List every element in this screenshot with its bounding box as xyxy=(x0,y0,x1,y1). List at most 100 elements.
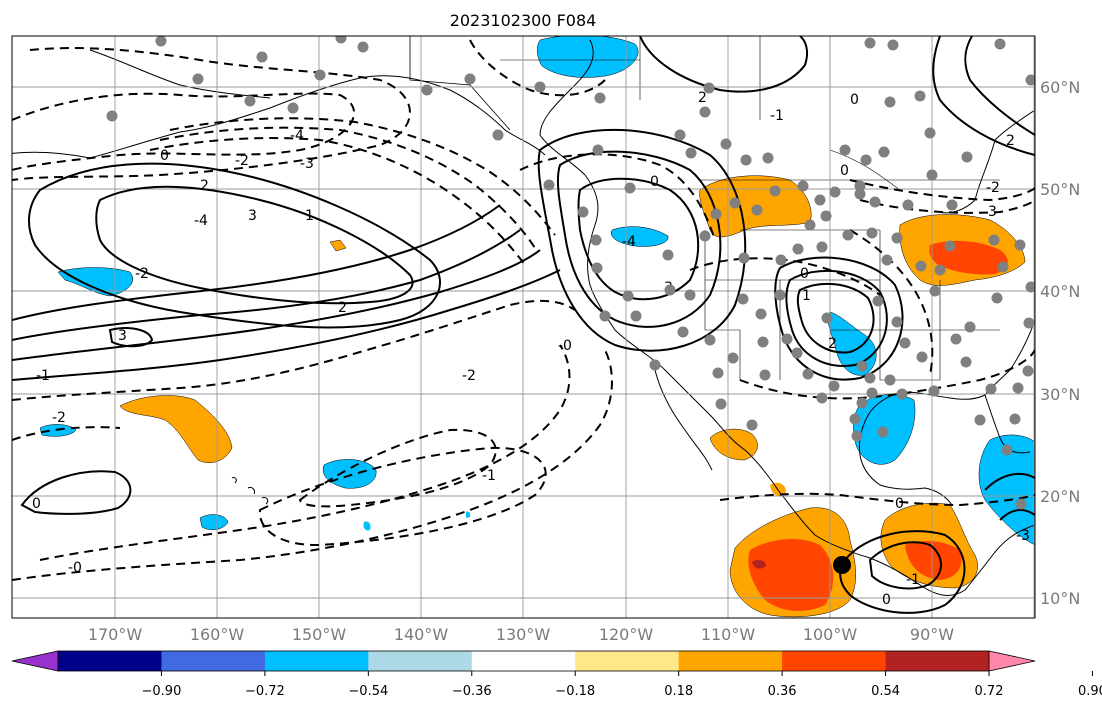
station-marker xyxy=(757,336,769,348)
station-marker xyxy=(828,380,840,392)
contour-pacific-dashed-1 xyxy=(149,137,526,266)
station-marker xyxy=(699,230,711,242)
station-marker xyxy=(851,430,863,442)
station-marker xyxy=(712,367,724,379)
contour-label: 0 xyxy=(882,592,891,608)
shade-orange-mexico xyxy=(709,428,758,461)
map-title: 2023102300 F084 xyxy=(450,11,597,30)
station-marker xyxy=(854,188,866,200)
contour-west-coast-high-3 xyxy=(537,128,747,352)
contour-central-pacific-loop xyxy=(298,428,497,508)
station-marker xyxy=(914,90,926,102)
station-marker xyxy=(816,392,828,404)
contour-canada-north xyxy=(639,36,809,93)
latitude-labels: 60°N 50°N 40°N 30°N 20°N 10°N xyxy=(1040,78,1080,608)
contour-central-america-1 xyxy=(868,541,942,590)
station-marker xyxy=(884,374,896,386)
contour-label: -1 xyxy=(36,368,50,384)
station-marker xyxy=(421,84,433,96)
station-marker xyxy=(864,372,876,384)
station-marker xyxy=(866,387,878,399)
contour-label: 1 xyxy=(802,288,811,304)
map-frame xyxy=(11,35,1036,619)
shade-blue-hawaii-south xyxy=(363,521,371,531)
contour-label: 2 xyxy=(828,336,837,352)
station-marker xyxy=(774,289,786,301)
shade-orange-small xyxy=(329,239,347,252)
lon-label-130w: 130°W xyxy=(496,625,551,644)
contour-caribbean xyxy=(984,472,1035,521)
station-marker xyxy=(738,252,750,264)
station-marker xyxy=(592,144,604,156)
station-marker xyxy=(899,337,911,349)
station-marker xyxy=(314,69,326,81)
contour-mexico-dashed xyxy=(719,492,1035,507)
contour-east-canada xyxy=(964,36,1035,136)
station-marker xyxy=(685,147,697,159)
lat-label-60n: 60°N xyxy=(1040,78,1080,97)
station-marker xyxy=(594,92,606,104)
shade-blue-central-pacific xyxy=(322,459,377,489)
contour-label: 2 xyxy=(698,90,707,106)
station-marker xyxy=(950,333,962,345)
station-marker xyxy=(856,397,868,409)
station-marker xyxy=(155,36,167,47)
station-marker xyxy=(872,295,884,307)
contour-label: -1 xyxy=(770,108,784,124)
colorbar-tick-label: 0.90 xyxy=(1078,684,1102,699)
station-marker xyxy=(775,254,787,266)
station-marker xyxy=(869,196,881,208)
contour-texas-1 xyxy=(796,282,875,354)
station-marker xyxy=(534,81,546,93)
coastline-north-america-pacific xyxy=(539,39,1035,596)
station-marker xyxy=(864,37,876,49)
map-area: -4 -3 -2 2 0 1 -4 3 2 -2 3 -1 -0 -2 0 -1… xyxy=(12,36,1035,618)
positive-contours xyxy=(12,36,1035,614)
station-marker xyxy=(674,129,686,141)
contour-label: -2 xyxy=(135,266,149,282)
station-marker xyxy=(891,232,903,244)
station-marker xyxy=(684,289,696,301)
shade-blue-hawaii-west xyxy=(199,514,229,530)
contour-label: -4 xyxy=(622,234,636,250)
colorbar-segment xyxy=(161,651,266,671)
station-marker xyxy=(746,419,758,431)
station-marker xyxy=(924,127,936,139)
station-marker xyxy=(961,151,973,163)
contour-label: -0 xyxy=(558,338,572,354)
station-marker xyxy=(677,326,689,338)
station-marker xyxy=(106,110,118,122)
station-marker xyxy=(994,38,1006,50)
lon-label-160w: 160°W xyxy=(190,625,245,644)
contour-label: -3 xyxy=(1016,528,1030,544)
station-marker xyxy=(934,264,946,276)
colorbar-segment xyxy=(471,651,576,671)
lon-label-170w: 170°W xyxy=(88,625,143,644)
station-marker xyxy=(287,102,299,114)
coastline-hawaii xyxy=(231,477,269,505)
colorbar-frame xyxy=(57,650,990,672)
colorbar-segment xyxy=(782,651,887,671)
station-marker xyxy=(492,129,504,141)
colorbar-extend-max xyxy=(988,650,1036,672)
station-marker xyxy=(866,227,878,239)
station-marker xyxy=(662,249,674,261)
contour-pacific-subtropic-2 xyxy=(39,344,571,561)
colorbar-segments xyxy=(58,651,990,671)
station-marker xyxy=(891,316,903,328)
station-marker xyxy=(727,352,739,364)
station-marker xyxy=(543,179,555,191)
contour-central-america-2 xyxy=(839,530,966,614)
storm-center-marker xyxy=(833,556,851,574)
station-marker xyxy=(599,310,611,322)
contour-label: -2 xyxy=(462,368,476,384)
coastline-baja-california xyxy=(654,369,713,471)
contour-label: 3 xyxy=(988,204,997,220)
lon-label-150w: 150°W xyxy=(292,625,347,644)
station-marker xyxy=(630,310,642,322)
contour-label: -2 xyxy=(235,153,249,169)
colorbar-segment xyxy=(368,651,473,671)
station-marker xyxy=(244,95,256,107)
shade-darkred-east-pacific xyxy=(752,559,766,569)
